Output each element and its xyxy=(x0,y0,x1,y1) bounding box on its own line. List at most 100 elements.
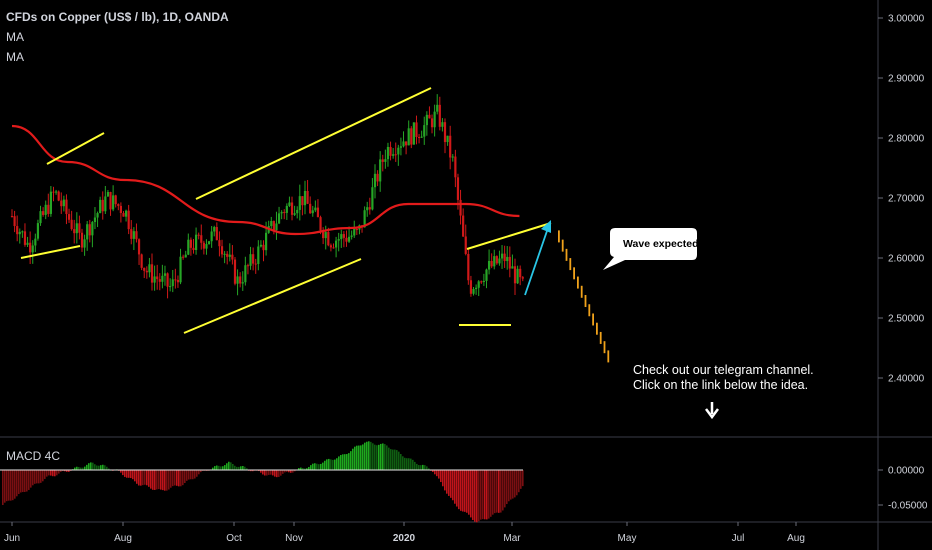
macd-bar xyxy=(450,470,452,498)
candle-body xyxy=(23,231,27,245)
macd-bar xyxy=(492,470,494,515)
candle-body xyxy=(54,191,58,193)
candle-body xyxy=(503,253,506,262)
macd-bar xyxy=(36,470,38,484)
candle-body xyxy=(272,221,275,231)
macd-bar xyxy=(508,470,510,502)
macd-bar xyxy=(126,470,128,478)
symbol-title[interactable]: CFDs on Copper (US$ / lb), 1D, OANDA xyxy=(6,10,229,24)
candle-body xyxy=(21,231,24,233)
trend-line xyxy=(46,132,105,165)
macd-bar xyxy=(440,470,442,483)
macd-bar xyxy=(130,470,132,479)
candle-body xyxy=(368,207,371,210)
candle-body xyxy=(231,254,234,260)
candle-body xyxy=(443,122,447,143)
macd-bar xyxy=(514,470,516,498)
macd-bar xyxy=(382,443,384,470)
macd-bar xyxy=(158,470,160,490)
projection-bar xyxy=(607,350,610,363)
candle-body xyxy=(389,146,392,156)
candle-body xyxy=(239,276,242,284)
candle-body xyxy=(83,239,86,248)
macd-bar xyxy=(366,441,368,470)
candle-body xyxy=(75,223,78,234)
candle-body xyxy=(293,213,296,215)
macd-bar xyxy=(104,465,106,470)
candle-body xyxy=(106,192,110,197)
candle-body xyxy=(301,196,304,206)
macd-bar xyxy=(420,465,422,470)
candle-body xyxy=(34,238,37,246)
macd-bar xyxy=(358,445,360,470)
macd-bar xyxy=(250,470,252,472)
macd-bar xyxy=(500,470,502,513)
moving-average-path xyxy=(11,124,520,236)
time-axis[interactable]: Jun Aug Oct Nov 2020 Mar May Jul Aug xyxy=(4,522,805,544)
candle-body xyxy=(210,231,213,242)
candle-body xyxy=(207,241,211,245)
price-tick-label: 2.70000 xyxy=(888,194,925,205)
price-axis[interactable]: 3.00000 2.90000 2.80000 2.70000 2.60000 2.500… xyxy=(878,14,925,385)
macd-bar xyxy=(258,470,260,472)
candle-body xyxy=(65,199,68,215)
time-tick-label: May xyxy=(618,533,637,544)
macd-bar xyxy=(178,470,180,487)
macd-bar xyxy=(4,470,6,503)
price-tick-label: 2.80000 xyxy=(888,134,925,145)
macd-bar xyxy=(168,470,170,490)
macd-bar xyxy=(152,470,154,490)
macd-label[interactable]: MACD 4C xyxy=(6,449,60,463)
candle-body xyxy=(137,239,141,255)
macd-bar xyxy=(170,470,172,488)
macd-bar xyxy=(174,470,176,486)
candle-body xyxy=(490,260,493,267)
macd-bar xyxy=(498,470,500,513)
candle-body xyxy=(257,246,260,264)
candle-body xyxy=(80,232,84,248)
candle-body xyxy=(296,209,299,214)
time-tick-label: 2020 xyxy=(393,533,416,544)
study-ma-2[interactable]: MA xyxy=(6,50,24,64)
candle-body xyxy=(472,289,475,294)
macd-bar xyxy=(322,462,324,470)
macd-bar xyxy=(454,470,456,504)
candle-body xyxy=(290,202,294,215)
candle-body xyxy=(73,229,76,234)
candle-body xyxy=(197,234,200,236)
candle-body xyxy=(57,191,60,201)
trend-line xyxy=(183,258,362,334)
macd-bar xyxy=(164,470,166,491)
macd-bar xyxy=(290,470,292,473)
candle-body xyxy=(91,222,94,236)
macd-bar xyxy=(364,442,366,470)
macd-bar xyxy=(294,470,296,472)
candle-body xyxy=(464,236,467,254)
macd-bar xyxy=(234,465,236,470)
macd-bar xyxy=(478,470,480,522)
candle-body xyxy=(117,204,120,206)
macd-bar xyxy=(160,470,162,490)
macd-bar xyxy=(108,468,110,470)
macd-bar xyxy=(180,470,182,487)
macd-bar xyxy=(370,441,372,470)
macd-bar xyxy=(274,470,276,477)
callout-bubble xyxy=(603,228,697,270)
candle-body xyxy=(226,253,229,257)
macd-bar xyxy=(196,470,198,477)
macd-bar xyxy=(300,467,302,470)
macd-bar xyxy=(378,444,380,470)
candle-body xyxy=(145,270,148,273)
candle-body xyxy=(99,199,102,214)
candle-body xyxy=(436,104,439,112)
candle-body xyxy=(114,195,117,205)
study-ma-1[interactable]: MA xyxy=(6,30,24,44)
projection-bars xyxy=(558,230,610,363)
candle-body xyxy=(166,273,169,287)
candle-body xyxy=(163,273,167,276)
macd-bar xyxy=(236,466,238,470)
macd-bar xyxy=(410,458,412,470)
candle-body xyxy=(36,223,40,239)
macd-bar xyxy=(190,470,192,480)
candle-body xyxy=(184,254,187,258)
